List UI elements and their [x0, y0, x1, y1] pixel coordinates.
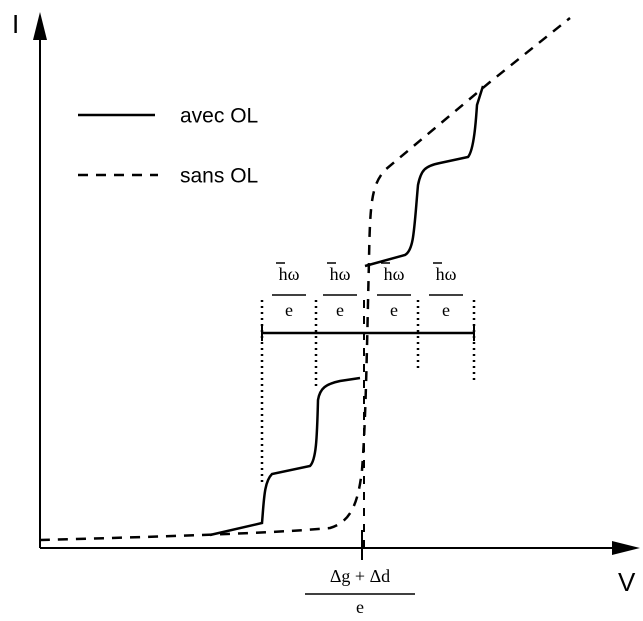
curve-sans-ol: [39, 17, 571, 542]
x-arrow: [612, 541, 640, 555]
numerator: hω: [279, 264, 300, 284]
curve-avec-ol: [209, 376, 361, 537]
numerator: hω: [436, 264, 457, 284]
numerator: Δg + Δd: [330, 566, 390, 586]
denominator: e: [390, 300, 398, 320]
legend-label: sans OL: [180, 165, 258, 188]
numerator: hω: [384, 264, 405, 284]
denominator: e: [442, 300, 450, 320]
step-fraction: hω e: [377, 262, 411, 320]
curve-avec-ol: [364, 85, 485, 268]
step-fraction: hω e: [323, 262, 357, 320]
legend-label: avec OL: [180, 105, 258, 128]
denominator: e: [285, 300, 293, 320]
step-fraction: hω e: [429, 262, 463, 320]
step-fraction: hω e: [272, 262, 306, 320]
y-label: I: [12, 9, 19, 39]
x-label: V: [618, 567, 636, 597]
denominator: e: [356, 597, 364, 617]
y-arrow: [33, 12, 47, 40]
x-marker-fraction: Δg + Δd e: [305, 566, 415, 617]
denominator: e: [336, 300, 344, 320]
numerator: hω: [330, 264, 351, 284]
